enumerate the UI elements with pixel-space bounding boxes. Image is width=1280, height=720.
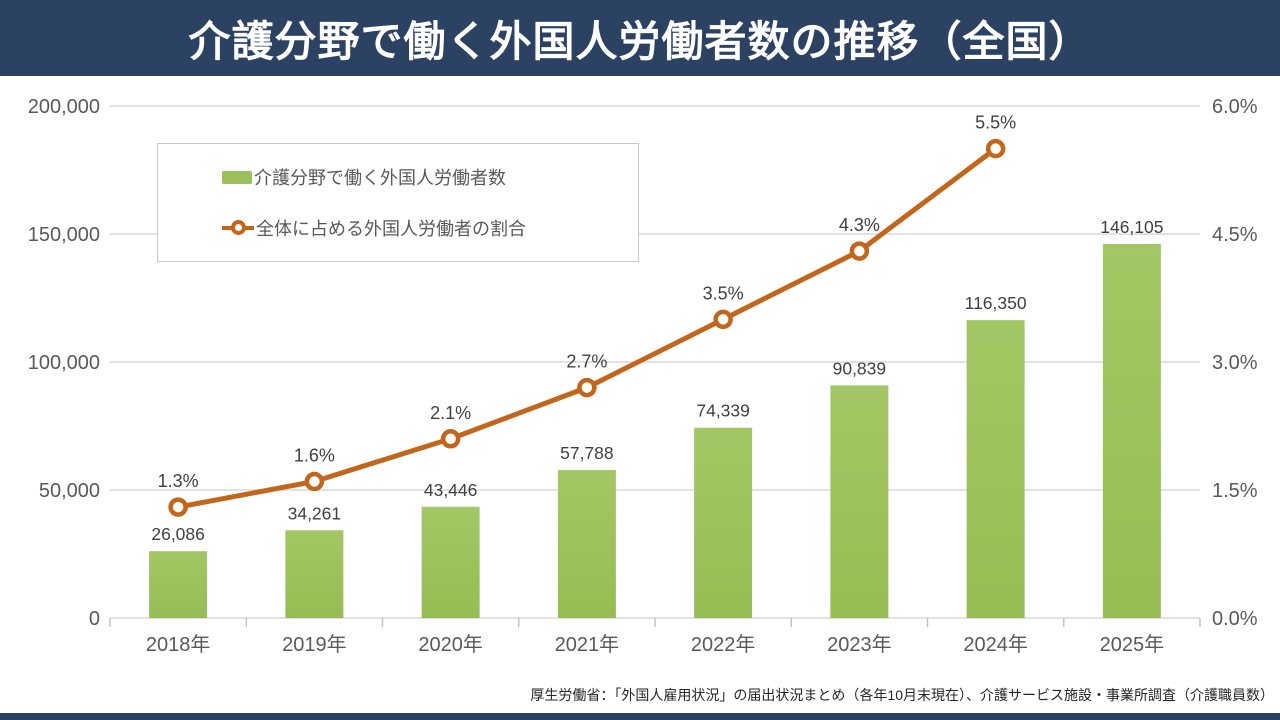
bar-2022年 [694,427,753,618]
bar-value-label: 26,086 [151,524,205,544]
bar-2023年 [830,385,889,618]
bar-2020年 [421,506,480,618]
bar-value-label: 74,339 [696,401,750,421]
bar-2018年 [149,551,208,618]
x-axis-label: 2019年 [282,633,347,656]
legend-label-workers: 介護分野で働く外国人労働者数 [254,168,506,189]
percent-label: 4.3% [839,215,880,235]
bottom-accent-bar [0,713,1280,720]
legend: 介護分野で働く外国人労働者数 全体に占める外国人労働者の割合 [157,143,639,262]
percent-label: 1.3% [158,471,199,491]
trend-marker [440,429,461,449]
y-axis-label-right: 4.5% [1212,224,1258,246]
bar-2025年 [1102,243,1161,619]
bar-value-label: 34,261 [288,503,342,523]
page-title: 介護分野で働く外国人労働者数の推移（全国） [188,17,1092,65]
trend-marker [985,138,1006,159]
bar-2019年 [285,530,344,618]
y-axis-label-right: 1.5% [1212,480,1258,502]
bar-2021年 [557,470,616,618]
trend-marker [168,497,188,517]
bar-value-label: 43,446 [424,480,478,500]
x-axis-label: 2018年 [146,633,211,656]
y-axis-label-left: 150,000 [28,224,100,246]
y-axis-label-left: 50,000 [39,480,100,502]
bar-value-label: 57,788 [560,443,614,463]
y-axis-label-right: 3.0% [1212,352,1258,374]
circle-marker-icon [231,220,246,236]
bar-value-label: 146,105 [1100,217,1163,237]
x-axis-label: 2024年 [963,633,1028,656]
bar-series-swatch-icon [222,170,252,184]
y-axis-label-left: 100,000 [28,352,100,374]
title-banner: 介護分野で働く外国人労働者数の推移（全国） [0,0,1280,76]
x-axis-label: 2021年 [555,633,620,656]
percent-label: 1.6% [294,445,335,465]
x-axis-label: 2025年 [1100,633,1165,656]
bar-value-label: 90,839 [833,358,887,378]
percent-label: 3.5% [703,283,744,303]
legend-item-ratio: 全体に占める外国人労働者の割合 [222,215,638,241]
percent-label: 5.5% [975,113,1016,133]
percent-label: 2.7% [566,352,607,372]
percent-label: 2.1% [430,403,471,423]
bar-2024年 [966,320,1025,618]
line-series-marker-icon [222,220,254,236]
trend-marker [577,377,597,398]
y-axis-label-left: 0 [89,608,100,630]
source-note: 厚生労働省：「外国人雇用状況」の届出状況まとめ（各年10月末現在）、介護サービス… [530,687,1274,703]
x-axis-label: 2022年 [691,633,756,656]
y-axis-label-left: 200,000 [28,96,100,118]
x-axis-label: 2023年 [827,633,892,656]
y-axis-label-right: 6.0% [1212,96,1258,118]
legend-label-ratio: 全体に占める外国人労働者の割合 [256,218,526,239]
x-axis-label: 2020年 [418,633,483,656]
trend-marker [304,471,325,492]
trend-marker [849,241,870,261]
legend-item-workers: 介護分野で働く外国人労働者数 [222,164,638,190]
trend-marker [713,309,733,330]
y-axis-label-right: 0.0% [1212,608,1258,630]
bar-value-label: 116,350 [965,293,1027,313]
